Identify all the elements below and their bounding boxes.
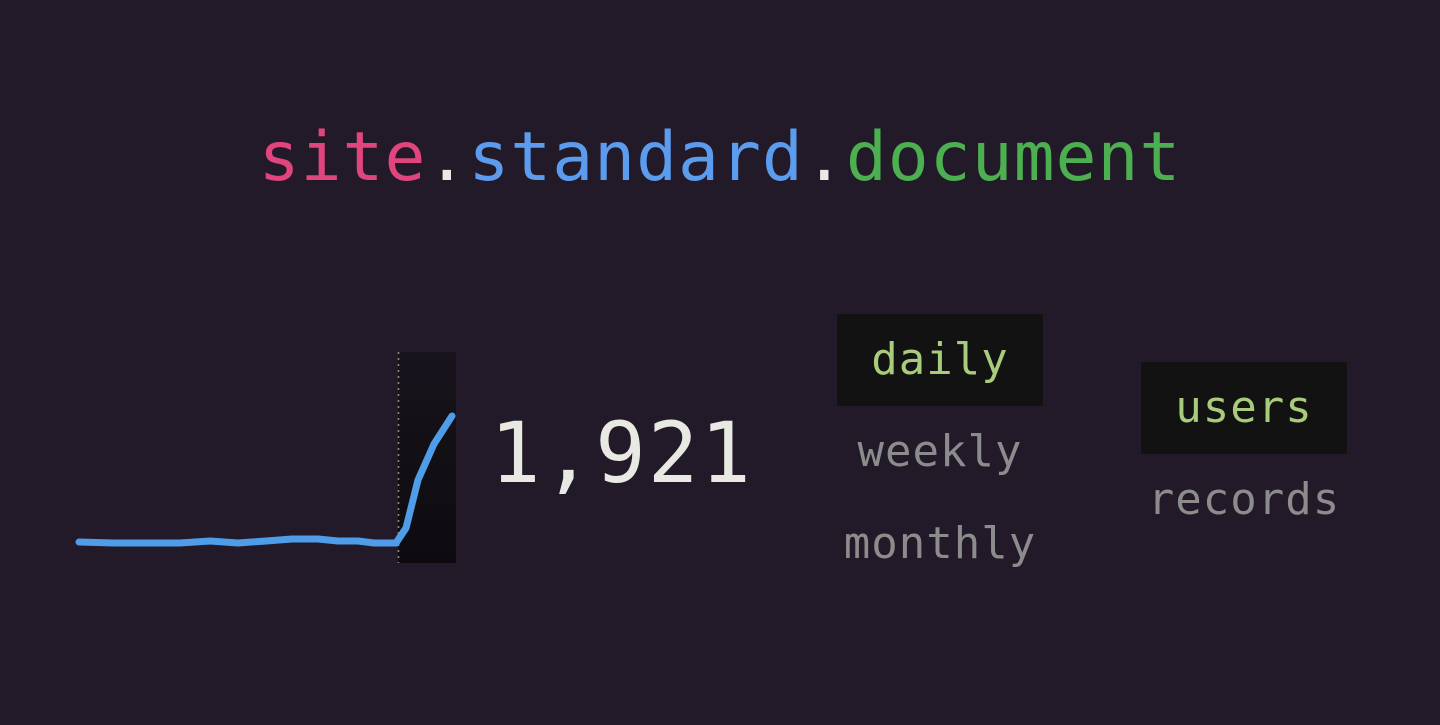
title-segment-standard: standard	[468, 118, 804, 197]
sparkline-chart	[70, 340, 470, 580]
title-separator-1: .	[426, 118, 469, 197]
title-segment-document: document	[845, 118, 1182, 197]
sparkline-svg	[75, 352, 456, 563]
entity-option-records[interactable]: records	[1147, 474, 1341, 525]
sparkline-series-users	[75, 412, 456, 547]
entity-option-users[interactable]: users	[1141, 362, 1347, 454]
title-segment-site: site	[258, 118, 427, 197]
title-separator-2: .	[803, 118, 846, 197]
period-option-monthly[interactable]: monthly	[843, 518, 1037, 569]
entity-selector: users records	[1094, 362, 1394, 546]
metric-row: 1,921 daily weekly monthly users records	[0, 300, 1440, 600]
page-title: site.standard.document	[0, 118, 1440, 198]
metric-value: 1,921	[490, 404, 753, 502]
period-option-daily[interactable]: daily	[837, 314, 1043, 406]
period-selector: daily weekly monthly	[790, 314, 1090, 590]
period-option-weekly[interactable]: weekly	[857, 426, 1023, 477]
